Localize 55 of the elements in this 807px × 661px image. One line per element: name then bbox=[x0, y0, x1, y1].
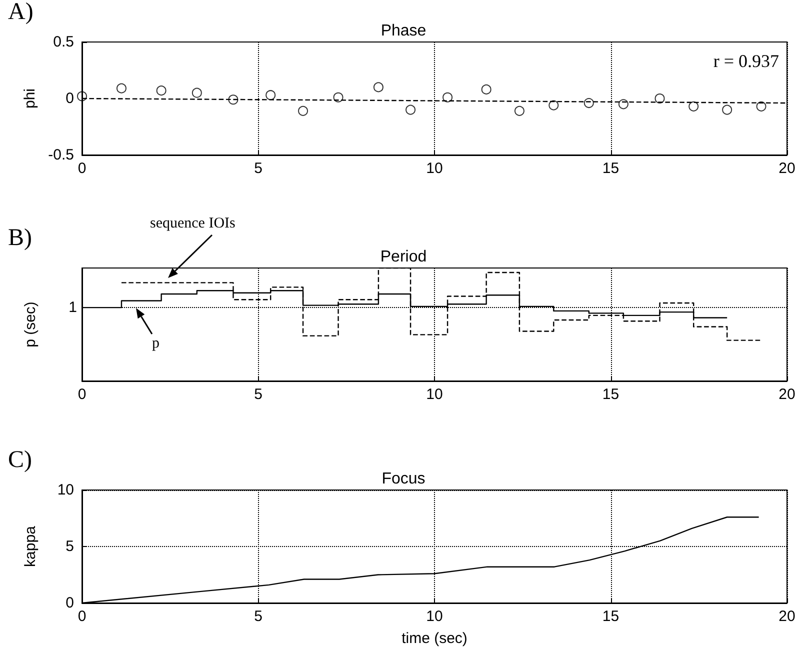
x-tick-label: 15 bbox=[602, 608, 620, 625]
y-tick-label: 5 bbox=[66, 538, 74, 555]
text: A) bbox=[8, 0, 34, 25]
point bbox=[228, 94, 238, 105]
x-tick-label: 5 bbox=[254, 608, 262, 625]
point bbox=[333, 92, 344, 102]
annotation: p bbox=[152, 336, 160, 352]
y-axis-title: kappa bbox=[22, 525, 39, 567]
point bbox=[406, 104, 416, 115]
x-tick-label: 20 bbox=[778, 386, 796, 403]
x-tick-label: 10 bbox=[426, 386, 443, 403]
x-tick-label: 20 bbox=[778, 608, 796, 625]
chart-title: Period bbox=[380, 248, 427, 266]
point bbox=[756, 101, 766, 112]
point bbox=[156, 86, 166, 96]
point bbox=[548, 100, 559, 110]
point bbox=[481, 84, 492, 94]
y-tick-label: 0 bbox=[66, 594, 74, 612]
x-tick-label: 20 bbox=[778, 160, 796, 177]
point bbox=[192, 88, 202, 98]
point bbox=[266, 90, 276, 100]
point bbox=[654, 94, 665, 104]
x-tick-label: 15 bbox=[602, 386, 620, 403]
x-axis-title: time (sec) bbox=[402, 630, 468, 647]
text: sequence IOIs bbox=[150, 216, 236, 232]
ref-line-label: 1 bbox=[68, 299, 77, 316]
y-tick-label: 10 bbox=[57, 482, 74, 498]
point bbox=[514, 106, 524, 116]
y-tick-label: -0.5 bbox=[48, 146, 74, 164]
point bbox=[116, 83, 126, 94]
x-tick-label: 5 bbox=[254, 160, 262, 177]
y-axis-title: phi bbox=[21, 88, 38, 109]
point bbox=[77, 91, 87, 102]
x-tick-label: 0 bbox=[78, 160, 86, 177]
x-tick-label: 15 bbox=[602, 160, 620, 177]
chart-title: Focus bbox=[382, 470, 426, 488]
point bbox=[688, 101, 699, 112]
point bbox=[442, 92, 453, 102]
x-tick-label: 5 bbox=[254, 386, 262, 403]
point bbox=[584, 98, 594, 108]
y-tick-label: 0 bbox=[66, 90, 74, 107]
point bbox=[373, 82, 384, 92]
y-axis-title: p (sec) bbox=[22, 302, 39, 348]
y-tick-label: 0.5 bbox=[53, 34, 74, 50]
x-tick-label: 10 bbox=[426, 160, 443, 177]
x-tick-label: 0 bbox=[78, 608, 86, 625]
point bbox=[298, 106, 308, 116]
x-tick-label: 0 bbox=[78, 386, 86, 403]
x-tick-label: 10 bbox=[426, 608, 443, 625]
chart-title: Phase bbox=[380, 22, 426, 40]
annotation: r = 0.937 bbox=[713, 51, 780, 71]
text: B) bbox=[8, 225, 32, 251]
point bbox=[618, 99, 628, 110]
text: C) bbox=[8, 447, 32, 473]
point bbox=[722, 104, 732, 115]
